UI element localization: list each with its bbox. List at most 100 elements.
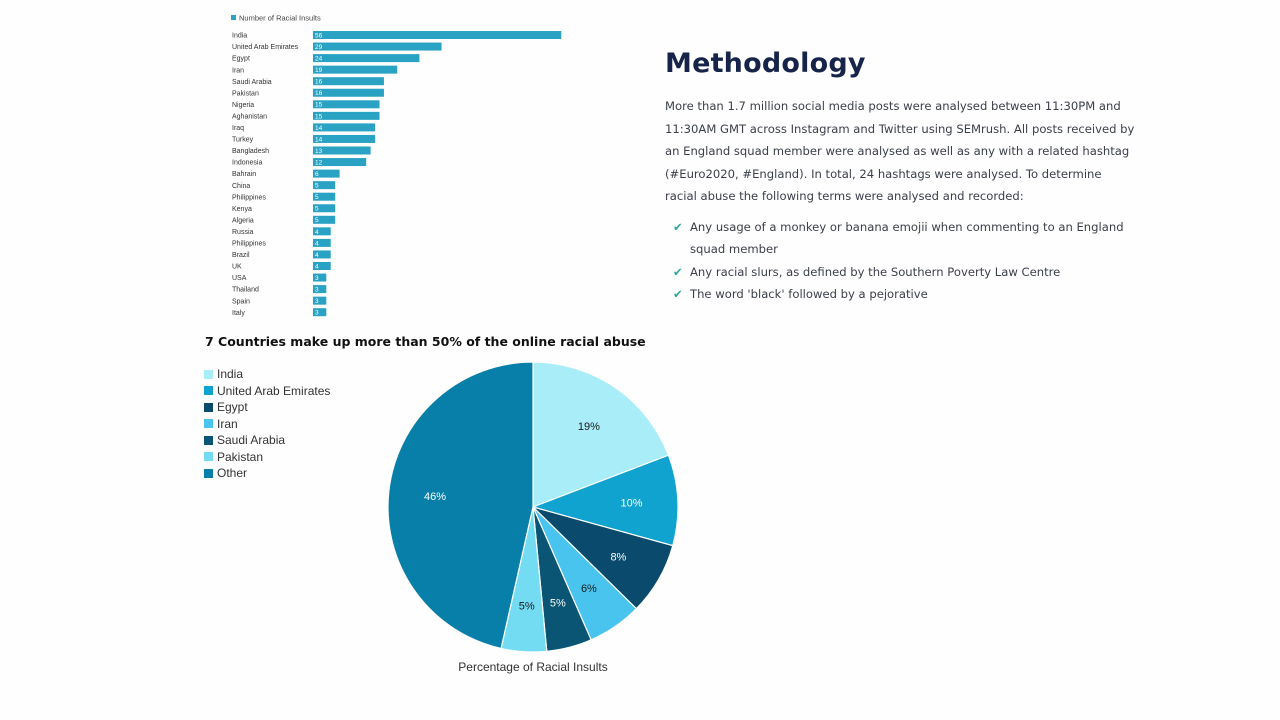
- bar: [313, 192, 336, 201]
- bar: [313, 88, 384, 97]
- bar-category-label: Saudi Arabia: [232, 79, 272, 86]
- pie-legend-label: India: [217, 367, 244, 381]
- bar: [313, 146, 371, 155]
- bar: [313, 227, 331, 236]
- bar: [313, 215, 336, 224]
- bar-category-label: Thailand: [232, 287, 259, 294]
- bar-value-label: 4: [315, 263, 319, 270]
- bar-category-label: United Arab Emirates: [232, 44, 299, 51]
- pie-legend-label: Egypt: [217, 400, 248, 414]
- bar: [313, 262, 331, 270]
- pie-slice: [531, 454, 679, 547]
- bar: [313, 31, 562, 39]
- methodology-section: Methodology More than 1.7 million social…: [665, 48, 1135, 306]
- bar: [313, 250, 331, 259]
- pie-slice-label: 5%: [550, 597, 566, 609]
- bar-value-label: 15: [315, 102, 323, 109]
- bar-category-label: India: [232, 33, 247, 40]
- bar-value-label: 3: [315, 287, 319, 294]
- bar-value-label: 5: [315, 206, 319, 213]
- pie-chart: 19% 10% 8% 6% 5% 5% 46%: [387, 361, 679, 653]
- bar-value-label: 19: [315, 67, 323, 74]
- bar: [313, 42, 442, 51]
- bar-value-label: 5: [315, 217, 319, 224]
- bar-category-label: Kenya: [232, 206, 252, 213]
- bar-value-label: 14: [315, 136, 323, 143]
- pie-slice-label: 10%: [620, 497, 642, 509]
- bar: [313, 181, 336, 190]
- bar-category-label: China: [232, 183, 250, 190]
- pie-slice-label: 5%: [519, 600, 535, 612]
- pie-legend-label: United Arab Emirates: [217, 383, 331, 398]
- pie-legend-item: Egypt: [204, 399, 330, 416]
- bar-category-label: Pakistan: [232, 90, 259, 97]
- bar-value-label: 3: [315, 310, 319, 317]
- bar-legend-swatch: [231, 15, 236, 20]
- bar-value-label: 15: [315, 113, 323, 120]
- methodology-paragraph: More than 1.7 million social media posts…: [665, 99, 1135, 203]
- bar: [313, 123, 376, 132]
- pie-legend-swatch: [204, 452, 213, 462]
- pie-legend-item: United Arab Emirates: [204, 383, 330, 400]
- bar-value-label: 3: [315, 298, 319, 305]
- bar-value-label: 5: [315, 183, 319, 190]
- pie-legend-swatch: [204, 369, 213, 379]
- pie-legend-label: Saudi Arabia: [217, 433, 286, 447]
- methodology-bullet: ✔ The word 'black' followed by a pejorati…: [665, 283, 1135, 306]
- bar-category-label: Philippines: [232, 241, 266, 248]
- pie-group: 19% 10% 8% 6% 5% 5% 46%: [387, 361, 679, 653]
- methodology-bullet-text: Any usage of a monkey or banana emojii w…: [690, 219, 1124, 257]
- pie-legend-item: Pakistan: [204, 449, 330, 466]
- bar-value-label: 24: [315, 56, 323, 63]
- methodology-heading: Methodology: [665, 48, 866, 79]
- pie-slice: [532, 361, 670, 508]
- pie-chart-xlabel: Percentage of Racial Insults: [458, 660, 608, 674]
- bar: [313, 285, 327, 294]
- pie-legend-swatch: [204, 402, 213, 412]
- pie-legend-label: Iran: [217, 416, 238, 431]
- bar: [313, 54, 420, 63]
- pie-chart-title: 7 Countries make up more than 50% of the…: [205, 334, 646, 349]
- pie-legend-swatch: [204, 468, 213, 478]
- methodology-bullet: ✔ Any racial slurs, as defined by the Sou…: [665, 261, 1135, 284]
- pie-legend-swatch: [204, 419, 213, 429]
- bar-category-label: Egypt: [232, 56, 250, 63]
- bar-category-label: Nigeria: [232, 102, 254, 109]
- pie-slice: [387, 361, 534, 650]
- pie-legend: India United Arab Emirates Egypt Iran Saudi …: [204, 366, 330, 482]
- bar-value-label: 29: [315, 44, 323, 51]
- bar-category-label: Russia: [232, 229, 254, 236]
- bar: [313, 111, 380, 120]
- bar-category-label: UK: [232, 264, 242, 271]
- methodology-bullet-text: Any racial slurs, as defined by the Sout…: [690, 264, 1061, 279]
- bar-category-label: Italy: [232, 310, 245, 317]
- bar-value-label: 16: [315, 79, 323, 86]
- bar: [313, 296, 327, 305]
- bar-category-label: Spain: [232, 298, 250, 305]
- bar-value-label: 3: [315, 275, 319, 282]
- check-icon: ✔: [673, 264, 683, 279]
- bar-value-label: 4: [315, 252, 319, 259]
- methodology-bullet-text: The word 'black' followed by a pejorativ…: [690, 287, 928, 301]
- bar-value-label: 4: [315, 240, 319, 247]
- bar: [313, 77, 384, 86]
- pie-legend-label: Other: [217, 466, 248, 480]
- bar-value-label: 14: [315, 125, 323, 132]
- pie-slice-label: 6%: [581, 583, 597, 595]
- pie-legend-item: Iran: [204, 416, 330, 433]
- bar-value-label: 4: [315, 229, 319, 236]
- bar: [313, 158, 367, 167]
- bar: [313, 169, 340, 178]
- bar: [313, 238, 331, 247]
- bar-category-label: Bahrain: [232, 171, 256, 178]
- pie-legend-swatch: [204, 435, 213, 445]
- methodology-bullet: ✔ Any usage of a monkey or banana emojii …: [665, 216, 1135, 261]
- bar-category-label: Iran: [232, 67, 244, 74]
- pie-legend-item: India: [204, 366, 330, 383]
- bar-value-label: 13: [315, 148, 323, 155]
- pie-slice-label: 8%: [610, 551, 626, 563]
- bar: [313, 204, 336, 213]
- pie-legend-label: Pakistan: [217, 449, 264, 464]
- bar-category-label: Algeria: [232, 217, 254, 224]
